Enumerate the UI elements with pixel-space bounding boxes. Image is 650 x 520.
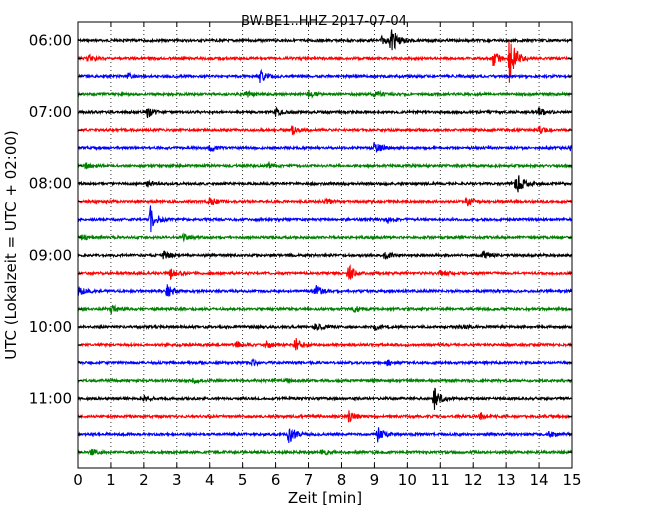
seismogram-trace	[77, 337, 573, 351]
x-tick-label: 6	[271, 471, 281, 489]
y-tick-label: 11:00	[29, 390, 72, 408]
seismogram-trace	[77, 196, 573, 207]
y-tick-label: 09:00	[29, 246, 72, 264]
x-tick-label: 0	[73, 471, 83, 489]
seismogram-trace	[77, 250, 573, 260]
seismogram-trace	[77, 40, 573, 83]
seismogram-trace	[77, 29, 573, 51]
seismogram-traces	[77, 29, 573, 456]
x-tick-label: 2	[139, 471, 149, 489]
plot-frame	[77, 21, 573, 469]
seismogram-trace	[77, 357, 573, 368]
x-tick-label: 7	[304, 471, 314, 489]
x-tick-label: 8	[337, 471, 347, 489]
seismogram-trace	[77, 68, 573, 84]
x-tick-label: 13	[497, 471, 516, 489]
seismogram-trace	[77, 106, 573, 119]
seismogram-trace	[77, 284, 573, 297]
x-tick-label: 10	[398, 471, 417, 489]
y-tick-label: 08:00	[29, 175, 72, 193]
y-tick-label: 06:00	[29, 32, 72, 50]
x-tick-label: 4	[205, 471, 215, 489]
y-tick-label: 07:00	[29, 103, 72, 121]
x-axis-ticks: 0 1 2 3 4 5 6 7 8 9 10 11 12 13 14 15	[73, 22, 582, 489]
seismogram-trace	[77, 142, 573, 153]
x-axis-label: Zeit [min]	[288, 489, 362, 507]
y-tick-label: 10:00	[29, 318, 72, 336]
y-axis-ticks: 06:00 07:00 08:00 09:00 10:00 11:00	[29, 32, 572, 453]
x-tick-label: 5	[238, 471, 248, 489]
seismogram-trace	[77, 410, 573, 423]
seismogram-trace	[77, 323, 573, 332]
x-tick-label: 3	[172, 471, 182, 489]
x-tick-label: 1	[106, 471, 116, 489]
seismogram-trace	[77, 377, 573, 385]
seismogram-trace	[77, 161, 573, 170]
seismogram-trace	[77, 448, 573, 456]
seismogram-trace	[77, 387, 573, 410]
x-tick-label: 9	[370, 471, 380, 489]
x-tick-label: 14	[530, 471, 549, 489]
y-axis-label: UTC (Lokalzeit = UTC + 02:00)	[2, 130, 20, 360]
x-tick-label: 15	[562, 471, 581, 489]
seismogram-trace	[77, 264, 573, 281]
seismogram-trace	[77, 125, 573, 136]
seismogram-trace	[77, 175, 573, 193]
x-tick-label: 12	[464, 471, 483, 489]
seismogram-trace	[77, 205, 573, 233]
seismogram-trace	[77, 89, 573, 99]
seismogram-trace	[77, 232, 573, 243]
seismogram-trace	[77, 427, 573, 444]
seismogram-trace	[77, 304, 573, 315]
x-tick-label: 11	[431, 471, 450, 489]
